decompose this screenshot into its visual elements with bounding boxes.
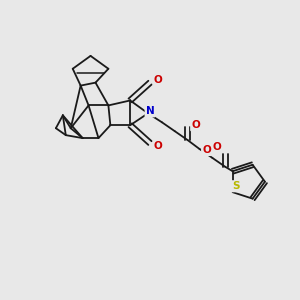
Text: O: O (191, 120, 200, 130)
Text: O: O (202, 145, 211, 155)
Text: N: N (146, 106, 154, 116)
Text: O: O (154, 75, 162, 85)
Text: S: S (232, 181, 239, 191)
Text: O: O (213, 142, 222, 152)
Text: O: O (154, 141, 162, 151)
